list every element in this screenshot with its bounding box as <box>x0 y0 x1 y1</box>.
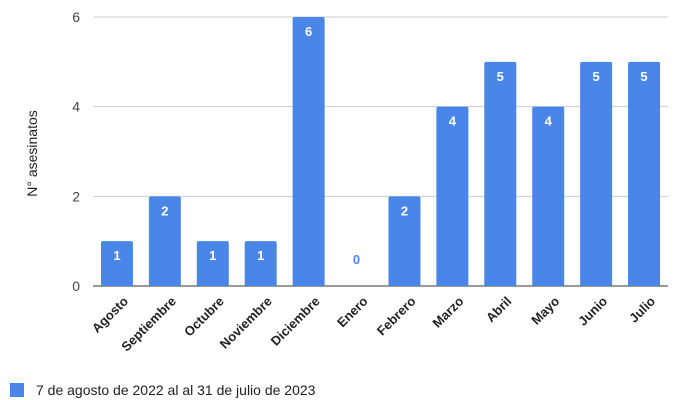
bar <box>388 196 421 286</box>
y-tick-label: 6 <box>72 9 80 25</box>
y-axis-label: N° asesinatos <box>24 110 40 197</box>
y-tick-labels: 0 2 4 6 <box>72 9 80 294</box>
legend: 7 de agosto de 2022 al al 31 de julio de… <box>10 382 316 398</box>
data-label: 1 <box>209 248 216 263</box>
bar <box>580 61 613 287</box>
data-labels: 1 2 1 1 6 0 2 4 5 4 5 5 <box>113 24 647 267</box>
x-tick-label: Agosto <box>89 293 131 335</box>
data-label: 5 <box>593 69 600 84</box>
x-tick-label: Enero <box>334 293 371 330</box>
data-label: 1 <box>113 248 120 263</box>
x-tick-label: Octubre <box>181 294 227 340</box>
y-tick-label: 2 <box>72 188 80 204</box>
bars <box>100 17 661 287</box>
data-label: 5 <box>497 69 504 84</box>
legend-label: 7 de agosto de 2022 al al 31 de julio de… <box>36 382 316 398</box>
x-tick-label: Marzo <box>429 293 466 330</box>
data-label: 1 <box>257 248 264 263</box>
x-tick-label: Junio <box>575 293 610 328</box>
data-label: 5 <box>640 69 647 84</box>
data-label: 2 <box>161 203 168 218</box>
bar <box>100 241 133 286</box>
data-label: 0 <box>353 252 360 267</box>
bar <box>436 106 469 287</box>
bar <box>532 106 565 287</box>
y-tick-label: 0 <box>72 278 80 294</box>
data-label: 6 <box>305 24 312 39</box>
x-tick-label: Diciembre <box>268 294 323 349</box>
bar <box>292 17 325 286</box>
x-tick-label: Mayo <box>528 293 562 327</box>
bar <box>484 61 517 287</box>
data-label: 2 <box>401 203 408 218</box>
x-tick-label: Febrero <box>374 293 419 338</box>
legend-swatch <box>10 383 24 397</box>
data-label: 4 <box>449 114 457 129</box>
x-tick-label: Abril <box>483 294 515 326</box>
bar <box>244 241 277 286</box>
bar <box>196 241 229 286</box>
data-label: 4 <box>545 114 553 129</box>
y-tick-label: 4 <box>72 99 80 115</box>
x-tick-label: Julio <box>626 293 658 325</box>
bar <box>148 196 181 286</box>
grid-lines <box>93 16 668 287</box>
bar <box>628 61 661 287</box>
x-tick-label: Noviembre <box>217 294 275 352</box>
